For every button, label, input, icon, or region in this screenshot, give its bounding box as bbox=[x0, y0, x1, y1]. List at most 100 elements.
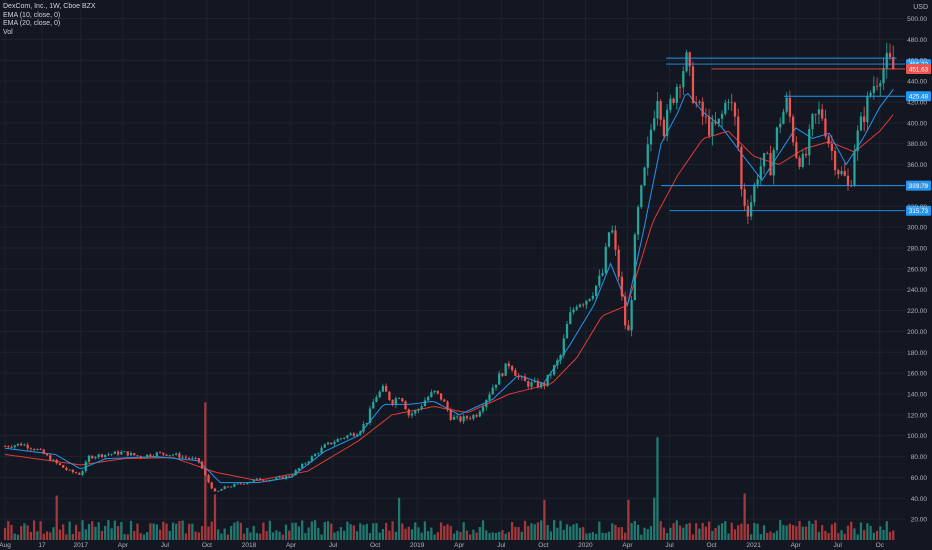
candle-body bbox=[536, 380, 540, 388]
candle-body bbox=[65, 467, 68, 470]
volume-bar bbox=[824, 530, 827, 540]
time-axis[interactable]: Aug 17 2017 Apr Jul Oct 2018 Apr Jul Oct 2019 Apr Ju… bbox=[0, 542, 885, 549]
volume-bar bbox=[52, 527, 55, 540]
candle-body bbox=[223, 486, 226, 490]
volume-bar bbox=[701, 522, 704, 540]
volume-bar bbox=[762, 525, 766, 540]
price-axis[interactable]: 20.00 40.00 60.00 80.00 100.00 120.00 140.00 16… bbox=[907, 16, 927, 524]
volume-bar bbox=[695, 523, 698, 540]
candle-body bbox=[643, 167, 646, 186]
volume-bar bbox=[188, 523, 191, 540]
candle-body bbox=[879, 83, 882, 87]
volume-legend-label[interactable]: Vol bbox=[3, 28, 13, 36]
volume-bar bbox=[659, 520, 662, 540]
volume-bar bbox=[740, 523, 743, 540]
candle-body bbox=[330, 442, 333, 445]
volume-bar bbox=[252, 525, 255, 540]
candle-body bbox=[452, 416, 456, 420]
candle-body bbox=[236, 483, 239, 485]
volume-bar bbox=[307, 527, 310, 540]
volume-bar bbox=[494, 532, 498, 540]
ema20-legend-label[interactable]: EMA (20, close, 0) bbox=[3, 20, 61, 27]
candle-body bbox=[326, 442, 330, 445]
volume-bar bbox=[527, 525, 530, 540]
volume-bar bbox=[404, 528, 407, 540]
time-tick-label: Jul bbox=[329, 542, 338, 549]
volume-bar bbox=[594, 533, 598, 540]
volume-bar bbox=[724, 521, 727, 540]
candle-body bbox=[378, 391, 381, 398]
candle-body bbox=[149, 454, 152, 457]
candle-body bbox=[94, 456, 97, 459]
candle-body bbox=[281, 476, 284, 479]
volume-bar bbox=[301, 520, 304, 540]
volume-bar bbox=[808, 520, 811, 540]
volume-bar bbox=[336, 531, 339, 540]
volume-bar bbox=[578, 527, 582, 540]
candle-body bbox=[630, 300, 633, 331]
volume-bar bbox=[730, 522, 733, 540]
candle-body bbox=[39, 449, 42, 450]
candle-body bbox=[343, 437, 346, 439]
candle-body bbox=[465, 416, 469, 419]
price-tick-label: 260.00 bbox=[907, 266, 927, 273]
volume-bar bbox=[685, 524, 688, 540]
candle-body bbox=[430, 392, 433, 398]
time-tick-label: 2021 bbox=[746, 542, 761, 549]
price-tick-label: 80.00 bbox=[911, 454, 928, 461]
candle-body bbox=[730, 102, 733, 103]
candle-body bbox=[265, 480, 268, 482]
symbol-title[interactable]: DexCom, Inc., 1W, Cboe BZX bbox=[3, 3, 96, 10]
candle-body bbox=[504, 363, 507, 376]
candle-body bbox=[242, 483, 246, 485]
volume-bar bbox=[746, 524, 750, 540]
candle-body bbox=[184, 456, 188, 458]
candle-body bbox=[87, 455, 91, 462]
volume-bar bbox=[200, 526, 204, 540]
candle-body bbox=[55, 459, 58, 464]
volume-bar bbox=[617, 527, 620, 540]
volume-bar bbox=[32, 520, 36, 540]
volume-bar bbox=[84, 529, 87, 540]
price-tick-label: 20.00 bbox=[911, 517, 928, 524]
candle-body bbox=[749, 202, 753, 217]
volume-bar bbox=[779, 520, 782, 540]
candle-body bbox=[304, 463, 307, 465]
candle-body bbox=[271, 479, 275, 481]
volume-bar bbox=[662, 527, 666, 540]
ema10-legend-label[interactable]: EMA (10, close, 0) bbox=[3, 11, 61, 19]
time-tick-label: Apr bbox=[454, 542, 465, 549]
candle-body bbox=[204, 468, 207, 476]
volume-bar bbox=[414, 522, 417, 540]
candle-body bbox=[795, 142, 798, 158]
candle-body bbox=[556, 360, 559, 366]
candle-body bbox=[456, 416, 459, 418]
volume-bar bbox=[262, 522, 265, 540]
volume-bar bbox=[378, 532, 381, 540]
volume-bar bbox=[430, 527, 433, 540]
volume-bar bbox=[123, 534, 126, 540]
price-tick-label: 60.00 bbox=[911, 475, 928, 482]
volume-bar bbox=[26, 525, 29, 540]
candle-body bbox=[727, 102, 730, 103]
volume-bar bbox=[743, 493, 746, 540]
volume-bar bbox=[401, 523, 404, 540]
time-tick-label: Apr bbox=[791, 542, 802, 549]
candle-body bbox=[691, 66, 695, 103]
candle-body bbox=[892, 56, 895, 70]
candle-body bbox=[685, 52, 688, 72]
candle-body bbox=[417, 409, 420, 411]
volume-bar bbox=[326, 521, 330, 540]
volume-bar bbox=[304, 533, 307, 540]
level-price-text: 425.48 bbox=[909, 94, 929, 101]
volume-bar bbox=[107, 520, 110, 540]
volume-bar bbox=[284, 524, 288, 540]
candle-body bbox=[142, 457, 146, 459]
candle-body bbox=[737, 116, 740, 147]
volume-bar bbox=[449, 525, 452, 540]
candle-body bbox=[578, 304, 582, 307]
volume-bar bbox=[368, 533, 372, 540]
candle-body bbox=[307, 461, 310, 464]
